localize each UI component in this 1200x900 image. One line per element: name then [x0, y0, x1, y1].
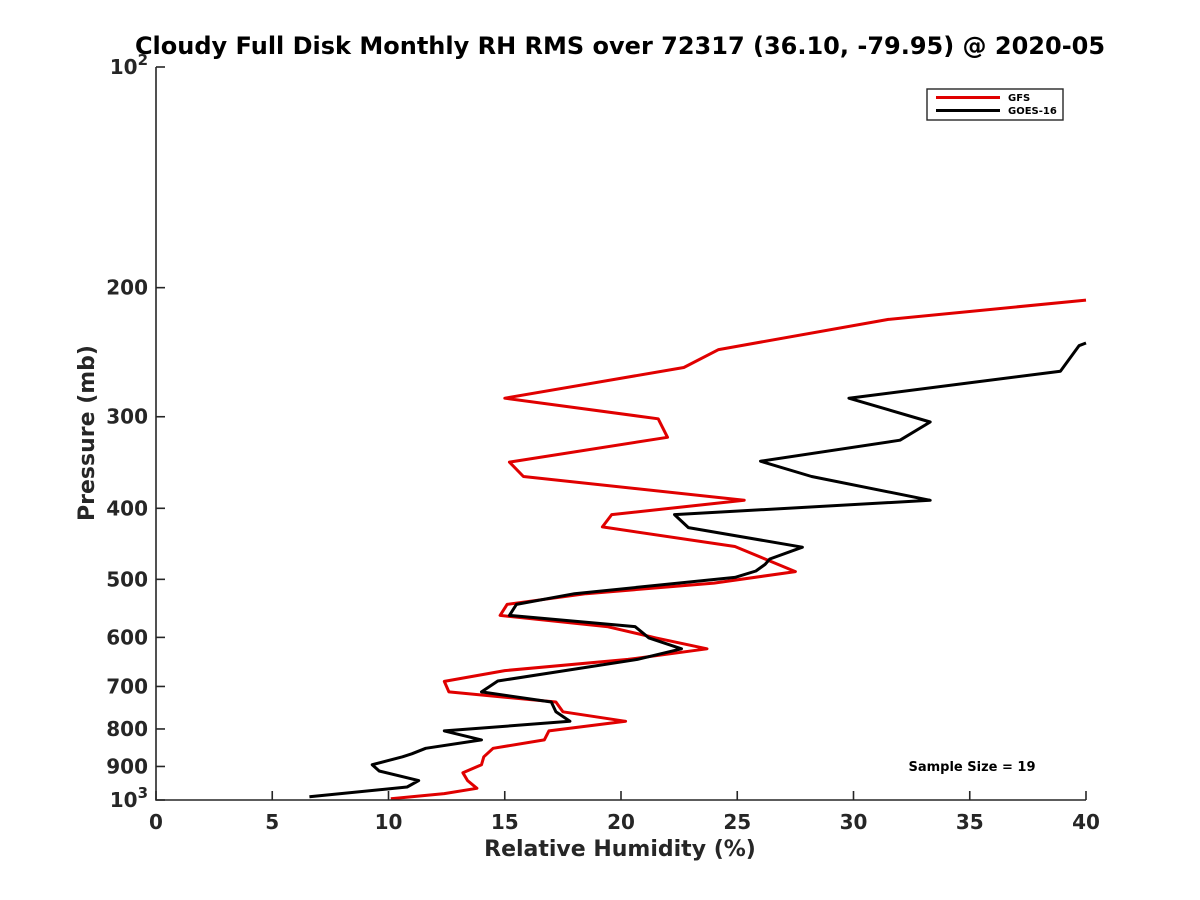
y-tick-label: 600: [106, 625, 148, 649]
chart-title: Cloudy Full Disk Monthly RH RMS over 723…: [135, 32, 1105, 60]
x-tick-label: 5: [265, 810, 279, 834]
series-line-goes-16: [309, 341, 1087, 799]
y-axis-label: Pressure (mb): [75, 345, 100, 521]
y-tick-label: 400: [106, 496, 148, 520]
x-axis-label: Relative Humidity (%): [484, 837, 756, 862]
x-tick-label: 10: [375, 810, 403, 834]
x-tick-label: 30: [840, 810, 868, 834]
y-tick-label: 800: [106, 717, 148, 741]
series-line-gfs: [390, 298, 1087, 801]
y-tick-label: 103: [110, 784, 148, 812]
x-tick-label: 15: [491, 810, 519, 834]
axis-lines: [155, 67, 1086, 801]
y-tick-label: 700: [106, 674, 148, 698]
y-tick-label: 200: [106, 276, 148, 300]
y-tick-label: 900: [106, 754, 148, 778]
x-tick-label: 35: [956, 810, 984, 834]
y-tick-label: 300: [106, 405, 148, 429]
y-tick-label: 500: [106, 567, 148, 591]
ticks-layer: 0 5 10 15 20 25 30 35 40 102 200 300 400 500 600 700 800…: [106, 51, 1100, 834]
legend-label-goes-16: GOES-16: [1008, 106, 1057, 117]
x-tick-label: 25: [723, 810, 751, 834]
legend-box: [926, 88, 1064, 121]
series-layer: [309, 298, 1087, 801]
x-tick-label: 0: [149, 810, 163, 834]
legend-label-gfs: GFS: [1008, 93, 1030, 104]
x-tick-label: 40: [1072, 810, 1100, 834]
y-tick-label: 102: [110, 51, 148, 79]
legend: GFS GOES-16: [926, 88, 1064, 121]
x-tick-label: 20: [607, 810, 635, 834]
sample-size-annotation: Sample Size = 19: [908, 760, 1035, 775]
